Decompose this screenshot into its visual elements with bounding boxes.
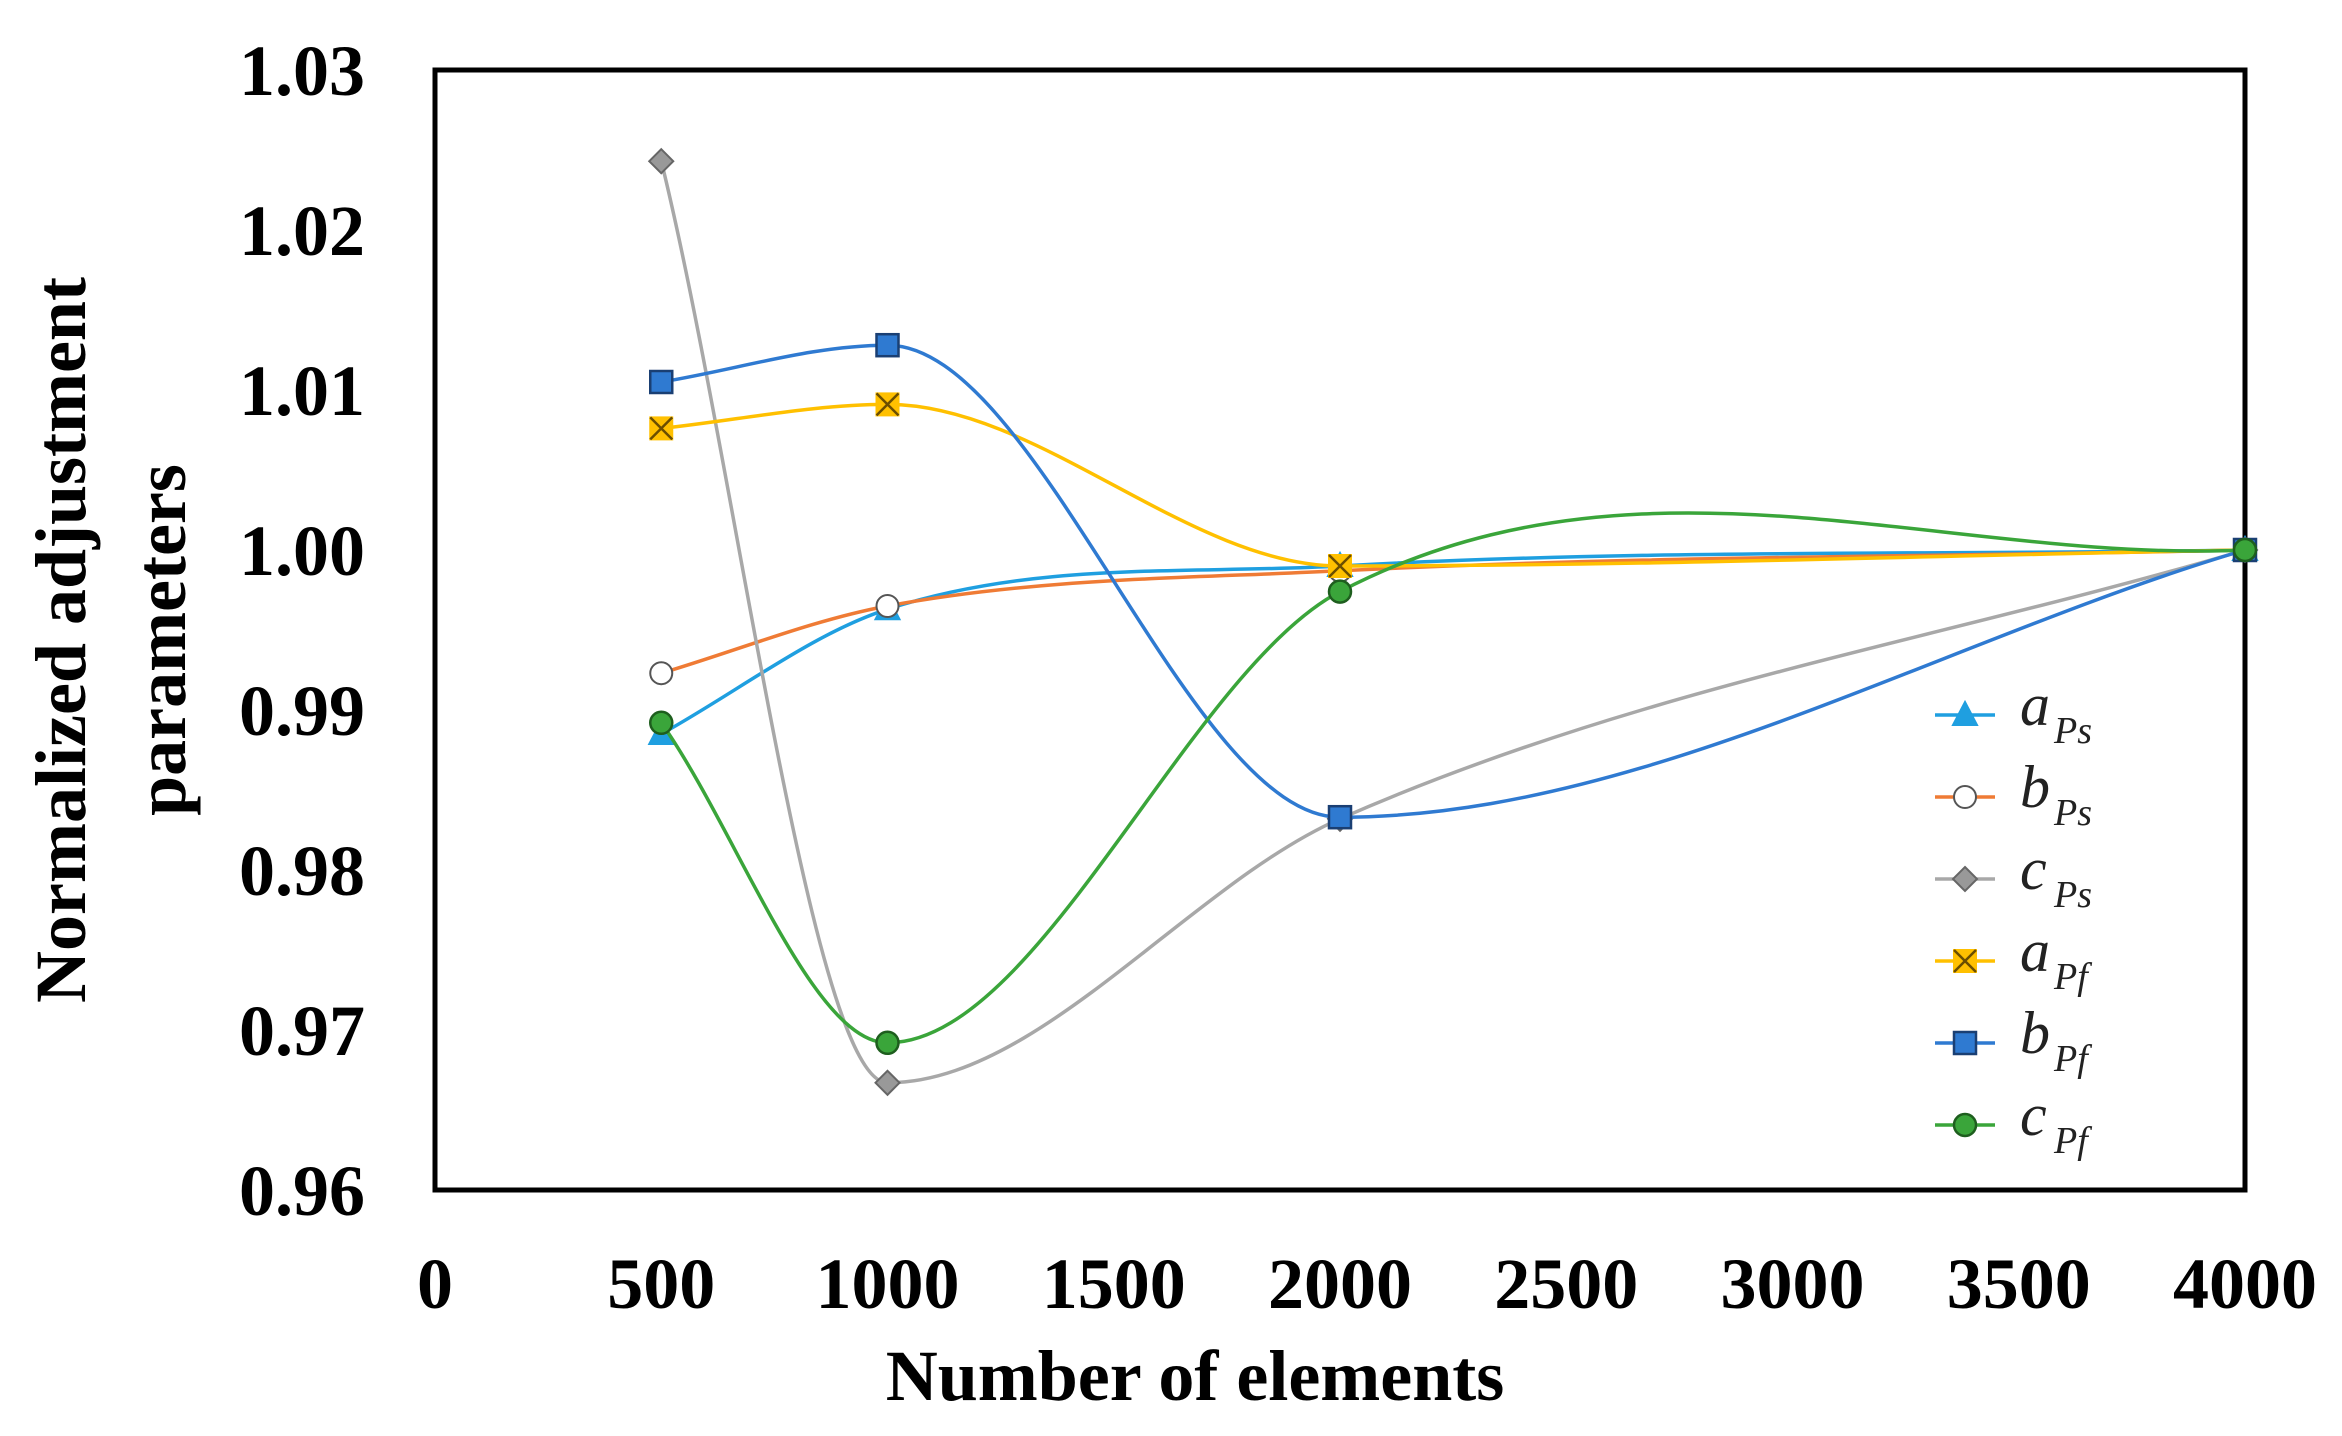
legend-marker-bPf [1952, 1030, 1978, 1056]
ticks-layer: 0 500 1000 1500 2000 2500 3000 3500 4000 0.96 0.97… [239, 31, 2317, 1324]
legend-label: c [2020, 1082, 2047, 1148]
x-tick-label: 2000 [1268, 1244, 1412, 1324]
y-tick-label: 0.97 [239, 991, 365, 1071]
x-tick-label: 1500 [1042, 1244, 1186, 1324]
legend-item-bPf: b Pf [1935, 1000, 2092, 1080]
legend-subscript: Ps [2053, 792, 2092, 834]
legend: a Psb Psc Psa Pfb Pfc Pf [1935, 672, 2092, 1162]
y-axis-title-line-1: Normalized adjustment [21, 277, 101, 1003]
legend-item-aPf: a Pf [1935, 918, 2092, 998]
x-tick-label: 4000 [2173, 1244, 2317, 1324]
y-tick-label: 0.98 [239, 831, 365, 911]
x-tick-label: 1000 [816, 1244, 960, 1324]
legend-item-aPs: a Ps [1935, 672, 2092, 752]
y-axis-title: Normalized adjustment parameters [21, 277, 201, 1003]
legend-item-cPs: c Ps [1935, 836, 2092, 916]
legend-label: b [2020, 754, 2050, 820]
y-tick-label: 1.03 [239, 31, 365, 111]
series-cPf [649, 511, 2258, 1056]
y-tick-label: 1.02 [239, 191, 365, 271]
series-line-bPf [661, 343, 2246, 819]
data-point-aPf [649, 416, 674, 441]
x-tick-label: 2500 [1494, 1244, 1638, 1324]
legend-item-bPs: b Ps [1935, 754, 2092, 834]
y-axis-title-line-2: parameters [121, 464, 201, 816]
legend-subscript: Pf [2053, 956, 2092, 998]
data-point-bPs [649, 661, 674, 686]
y-tick-label: 1.00 [239, 511, 365, 591]
legend-marker-cPs [1951, 865, 1979, 893]
series-line-aPf [661, 402, 2246, 568]
series-line-cPs [659, 160, 2246, 1085]
data-point-aPf [875, 392, 900, 417]
legend-subscript: Ps [2053, 710, 2092, 752]
legend-marker-aPs [1951, 699, 1979, 726]
legend-label: a [2020, 672, 2050, 738]
legend-subscript: Pf [2053, 1038, 2092, 1080]
data-point-bPf [649, 369, 674, 395]
data-point-cPs [874, 1069, 901, 1097]
y-tick-label: 0.99 [239, 671, 365, 751]
series-layer [647, 147, 2259, 1097]
x-tick-label: 500 [607, 1244, 715, 1324]
data-point-aPf [1328, 554, 1352, 578]
data-point-bPf [1327, 804, 1353, 830]
data-point-cPs [647, 147, 675, 175]
x-tick-label: 3000 [1721, 1244, 1865, 1324]
data-point-cPf [1327, 579, 1353, 604]
legend-label: c [2020, 836, 2047, 902]
y-tick-label: 0.96 [239, 1151, 365, 1231]
data-point-cPf [875, 1030, 900, 1056]
data-point-bPs [875, 594, 900, 618]
data-point-bPf [875, 332, 900, 358]
x-tick-label: 0 [417, 1244, 453, 1324]
y-tick-label: 1.01 [239, 351, 365, 431]
legend-item-cPf: c Pf [1935, 1082, 2092, 1162]
legend-marker-aPf [1953, 949, 1977, 973]
legend-marker-bPs [1953, 785, 1977, 809]
legend-label: a [2020, 918, 2050, 984]
legend-subscript: Pf [2053, 1120, 2092, 1162]
legend-label: b [2020, 1000, 2050, 1066]
plot-area-frame [432, 67, 2248, 1193]
series-line-aPs [660, 548, 2246, 736]
x-axis-title: Number of elements [886, 1336, 1505, 1416]
legend-marker-cPf [1952, 1112, 1978, 1138]
x-tick-label: 3500 [1947, 1244, 2091, 1324]
data-point-cPf [649, 710, 674, 736]
legend-subscript: Ps [2053, 874, 2092, 916]
series-line-cPf [659, 511, 2246, 1045]
data-point-cPf [2232, 537, 2258, 563]
